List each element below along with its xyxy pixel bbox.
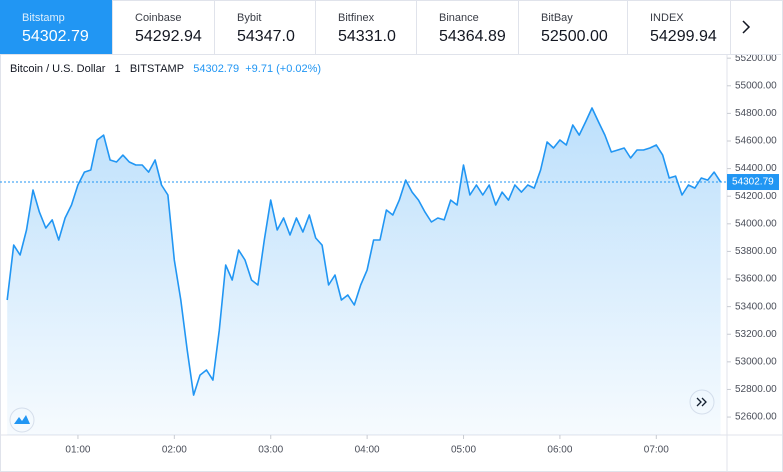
chevron[interactable]: [742, 20, 751, 34]
exchange: BITSTAMP: [129, 63, 185, 75]
tab-price[interactable]: 54347.0: [237, 28, 295, 45]
exchange-tab[interactable]: INDEX 54299.94: [628, 0, 731, 54]
y-tick-label: 54200.00: [735, 191, 777, 202]
tab-name[interactable]: Binance: [439, 12, 479, 24]
tab-price[interactable]: 54331.0: [338, 28, 396, 45]
exchange-tabs: Bitstamp 54302.79 Coinbase 54292.94 Bybit 543…: [0, 0, 781, 55]
y-tick-label: 52800.00: [735, 384, 777, 395]
more-button[interactable]: [731, 0, 761, 54]
symbol-header: Bitcoin / U.S. Dollar 1 BITSTAMP 54302.7…: [10, 63, 321, 75]
tab-price[interactable]: 54299.94: [650, 28, 717, 45]
x-tick-label: 04:00: [355, 445, 380, 456]
y-tick-label: 55200.00: [735, 53, 777, 64]
interval: 1: [114, 63, 121, 75]
x-tick-label: 01:00: [65, 445, 90, 456]
tab-name[interactable]: Coinbase: [135, 12, 182, 24]
tab-price[interactable]: 52500.00: [541, 28, 608, 45]
symbol: Bitcoin / U.S. Dollar: [10, 63, 106, 75]
tab-price[interactable]: 54364.89: [439, 28, 506, 45]
x-tick-label: 02:00: [162, 445, 187, 456]
y-tick-label: 53800.00: [735, 246, 777, 257]
tab-name[interactable]: Bitstamp: [22, 12, 65, 24]
tab-name[interactable]: BitBay: [541, 12, 573, 24]
header-change: +9.71 (+0.02%): [245, 63, 322, 75]
y-tick-label: 53600.00: [735, 274, 777, 285]
price-line: [6, 107, 722, 396]
y-tick-label: 55000.00: [735, 80, 777, 91]
exchange-tab[interactable]: BitBay 52500.00: [519, 0, 628, 54]
tab-price[interactable]: 54302.79: [22, 28, 89, 45]
exchange-tab[interactable]: Binance 54364.89: [417, 0, 519, 54]
y-tick-label: 53000.00: [735, 356, 777, 367]
tab-name[interactable]: INDEX: [650, 12, 684, 24]
y-tick-label: 54400.00: [735, 163, 777, 174]
tab-name[interactable]: Bybit: [237, 12, 262, 24]
exchange-tab[interactable]: Bitfinex 54331.0: [316, 0, 417, 54]
x-tick-label: 03:00: [258, 445, 283, 456]
area-fill: [7, 108, 721, 435]
tab-name[interactable]: Bitfinex: [338, 12, 375, 24]
y-tick-label: 53400.00: [735, 301, 777, 312]
x-tick-label: 07:00: [644, 445, 669, 456]
y-tick-label: 53200.00: [735, 329, 777, 340]
exchange-tab[interactable]: Coinbase 54292.94: [113, 0, 215, 54]
exchange-tab[interactable]: Bybit 54347.0: [215, 0, 316, 54]
more-icon[interactable]: [740, 19, 752, 35]
y-tick-label: 54800.00: [735, 108, 777, 119]
y-tick-label: 54600.00: [735, 136, 777, 147]
exchange-tab[interactable]: Bitstamp 54302.79: [0, 0, 113, 54]
y-tick-label: 54000.00: [735, 218, 777, 229]
x-tick-label: 05:00: [451, 445, 476, 456]
last-price-box: [727, 174, 779, 191]
header-price: 54302.79: [193, 63, 240, 75]
last-price-label: 54302.79: [732, 177, 774, 188]
x-tick-label: 06:00: [547, 445, 572, 456]
y-tick-label: 52600.00: [735, 412, 777, 423]
tab-price[interactable]: 54292.94: [135, 28, 202, 45]
